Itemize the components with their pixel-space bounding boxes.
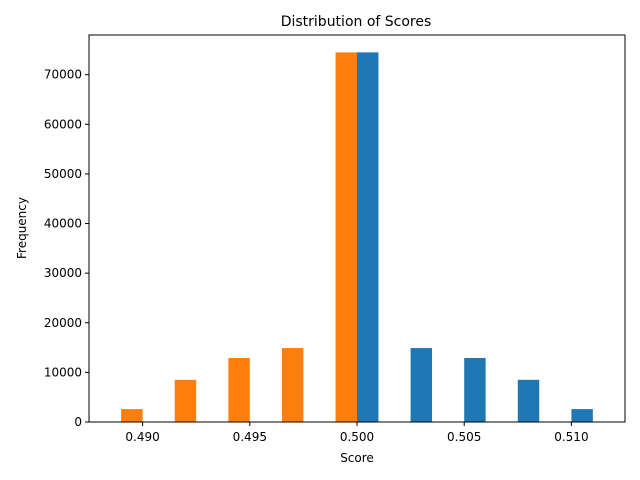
y-tick-label: 30000: [44, 266, 82, 280]
y-ticks: 0 10000 20000 30000 40000 50000 60000 70000: [44, 68, 89, 429]
bar-series1-2: [174, 379, 197, 422]
x-tick-label: 0.500: [340, 430, 374, 444]
y-tick-label: 60000: [44, 117, 82, 131]
y-tick-label: 20000: [44, 316, 82, 330]
bars-group: [121, 52, 593, 422]
y-tick-label: 10000: [44, 365, 82, 379]
bar-series2-1: [357, 52, 379, 422]
y-tick-label: 40000: [44, 217, 82, 231]
x-tick-label: 0.490: [125, 430, 159, 444]
x-ticks: 0.490 0.495 0.500 0.505 0.510: [125, 422, 589, 444]
bar-series2-5: [571, 409, 593, 422]
x-tick-label: 0.510: [554, 430, 588, 444]
bar-series1-4: [281, 348, 304, 422]
bar-series2-4: [517, 379, 540, 422]
y-axis-label: Frequency: [15, 197, 29, 259]
bar-series2-3: [464, 357, 486, 422]
bar-series1-5: [335, 52, 357, 422]
x-tick-label: 0.495: [233, 430, 267, 444]
y-tick-label: 50000: [44, 167, 82, 181]
y-tick-label: 0: [74, 415, 82, 429]
chart-title: Distribution of Scores: [281, 14, 432, 30]
bar-series1-3: [228, 357, 250, 422]
x-axis-label: Score: [340, 451, 374, 465]
x-tick-label: 0.505: [447, 430, 481, 444]
y-tick-label: 70000: [44, 68, 82, 82]
bar-series1-1: [121, 409, 143, 422]
bar-series2-2: [410, 348, 433, 422]
